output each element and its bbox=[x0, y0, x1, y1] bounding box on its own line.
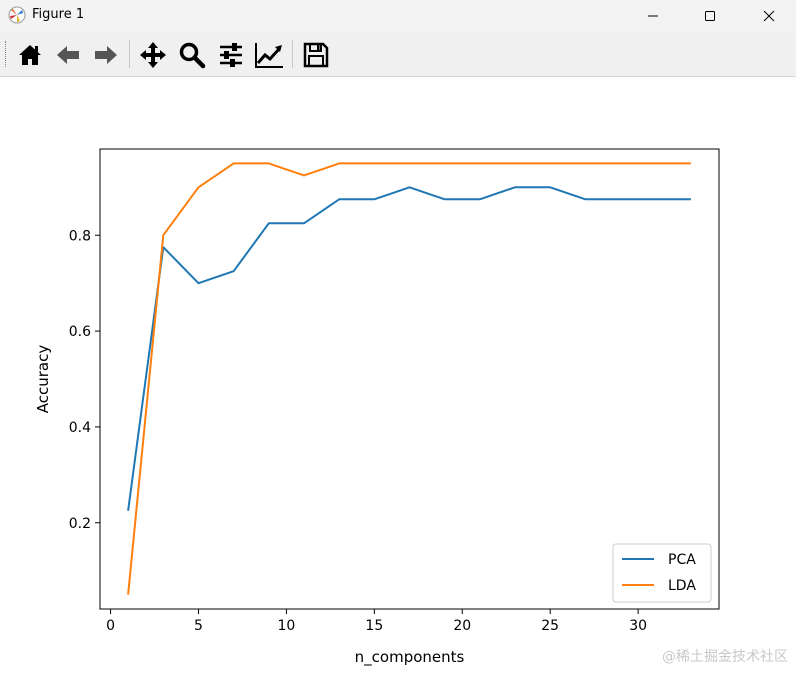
window-title: Figure 1 bbox=[32, 7, 85, 22]
series-line-lda bbox=[127, 162, 691, 595]
x-axis-label: n_components bbox=[355, 648, 465, 667]
title-bar: Figure 1 bbox=[0, 0, 796, 32]
watermark: @稀土掘金技术社区 bbox=[662, 649, 788, 665]
toolbar-grip bbox=[5, 41, 8, 67]
x-tick-label: 5 bbox=[194, 618, 203, 634]
toolbar-separator bbox=[129, 40, 130, 68]
legend-label-pca: PCA bbox=[668, 552, 696, 568]
edit-axis-icon bbox=[255, 43, 283, 68]
configure-subplots-icon bbox=[220, 43, 242, 67]
pan-button[interactable] bbox=[138, 41, 168, 69]
back-button[interactable] bbox=[53, 41, 83, 69]
y-tick-label: 0.2 bbox=[69, 516, 91, 532]
y-axis-label: Accuracy bbox=[34, 345, 52, 414]
x-tick-label: 10 bbox=[277, 618, 295, 634]
x-tick-label: 30 bbox=[629, 618, 647, 634]
navigation-toolbar bbox=[0, 32, 796, 77]
x-tick-label: 20 bbox=[453, 618, 471, 634]
plot-area bbox=[100, 149, 719, 609]
save-button[interactable] bbox=[301, 41, 331, 69]
edit-axis-button[interactable] bbox=[254, 41, 284, 69]
toolbar-separator bbox=[292, 40, 293, 68]
forward-button[interactable] bbox=[91, 41, 121, 69]
axes-frame bbox=[99, 148, 720, 610]
matplotlib-icon bbox=[8, 6, 26, 24]
close-button[interactable] bbox=[746, 0, 792, 32]
line-chart: 0 5 10 15 20 25 30 0.2 0.4 0.6 0.8 n_components A… bbox=[34, 148, 720, 667]
x-tick-label: 0 bbox=[106, 618, 115, 634]
y-tick-label: 0.8 bbox=[69, 228, 91, 244]
home-icon bbox=[19, 45, 41, 65]
legend-frame bbox=[612, 543, 712, 603]
maximize-button[interactable] bbox=[687, 0, 733, 32]
x-tick-label: 25 bbox=[541, 618, 559, 634]
close-icon bbox=[763, 10, 775, 22]
legend: PCA LDA bbox=[612, 543, 712, 603]
figure-canvas[interactable]: 0 5 10 15 20 25 30 0.2 0.4 0.6 0.8 n_components A… bbox=[0, 77, 796, 672]
y-tick-label: 0.4 bbox=[69, 420, 91, 436]
maximize-icon bbox=[705, 11, 715, 21]
minimize-icon bbox=[648, 15, 658, 17]
y-tick-label: 0.6 bbox=[69, 324, 91, 340]
configure-subplots-button[interactable] bbox=[216, 41, 246, 69]
pan-icon bbox=[140, 42, 166, 68]
series-line-pca bbox=[127, 186, 691, 511]
back-icon bbox=[57, 46, 79, 64]
home-button[interactable] bbox=[15, 41, 45, 69]
forward-icon bbox=[95, 46, 117, 64]
legend-label-lda: LDA bbox=[668, 578, 696, 594]
zoom-button[interactable] bbox=[177, 41, 207, 69]
save-icon bbox=[303, 42, 329, 68]
zoom-icon bbox=[179, 42, 206, 69]
minimize-button[interactable] bbox=[630, 0, 676, 32]
x-tick-label: 15 bbox=[365, 618, 383, 634]
